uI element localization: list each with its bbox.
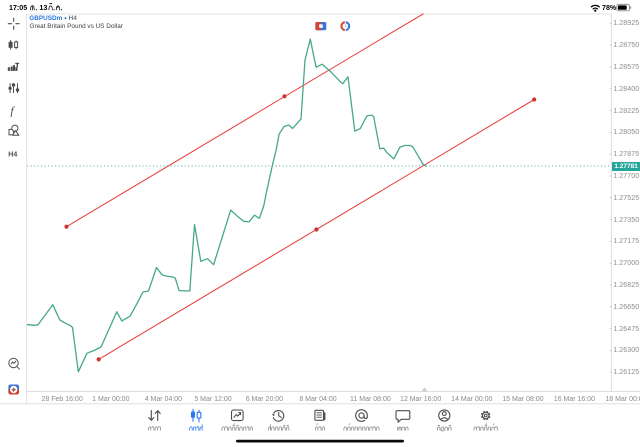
- svg-text:f: f: [10, 104, 15, 118]
- svg-text:13: 13: [39, 3, 47, 12]
- svg-text:H4: H4: [8, 151, 17, 158]
